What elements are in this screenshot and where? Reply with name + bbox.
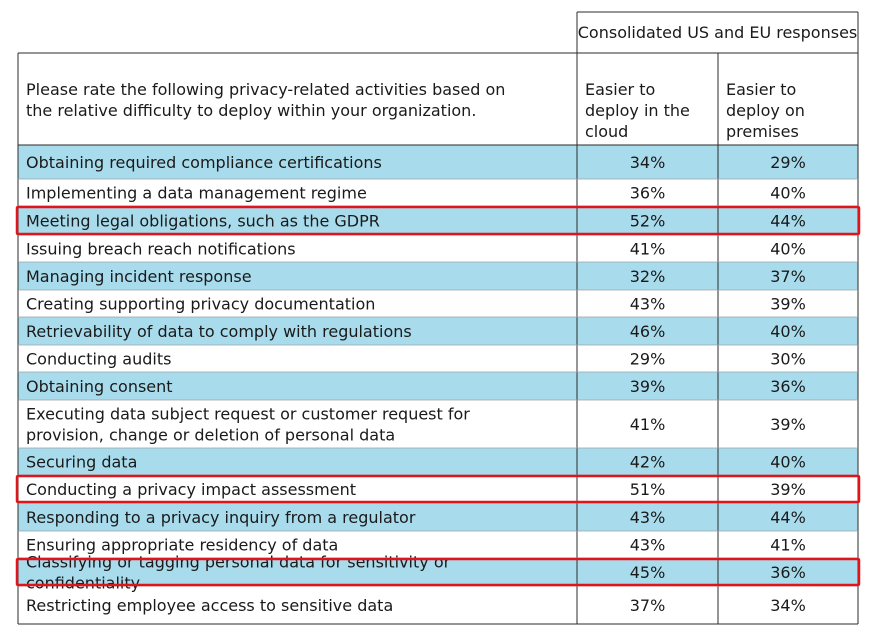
table-row-label: Obtaining required compliance certificat… <box>26 153 382 172</box>
table-row-label: Executing data subject request or custom… <box>26 405 470 445</box>
column-header-premises: Easier to deploy on premises <box>726 80 805 141</box>
value-cloud: 32% <box>630 267 666 286</box>
value-premises: 39% <box>770 480 806 499</box>
table-row-label: Managing incident response <box>26 267 252 286</box>
question-header: Please rate the following privacy-relate… <box>26 80 505 120</box>
value-cloud: 36% <box>630 184 666 203</box>
table-row-label: Securing data <box>26 453 137 472</box>
value-premises: 30% <box>770 350 806 369</box>
value-cloud: 43% <box>630 508 666 527</box>
value-premises: 41% <box>770 536 806 555</box>
highlight-box <box>15 205 861 236</box>
value-premises: 34% <box>770 596 806 615</box>
value-premises: 39% <box>770 295 806 314</box>
value-cloud: 43% <box>630 536 666 555</box>
value-cloud: 41% <box>630 240 666 259</box>
value-cloud: 52% <box>630 212 666 231</box>
table-row-label: Issuing breach reach notifications <box>26 240 296 259</box>
table-row-label: Conducting a privacy impact assessment <box>26 480 356 499</box>
value-cloud: 39% <box>630 377 666 396</box>
table-row-label: Retrievability of data to comply with re… <box>26 322 412 341</box>
value-cloud: 34% <box>630 153 666 172</box>
value-premises: 40% <box>770 322 806 341</box>
table-row-label: Obtaining consent <box>26 377 173 396</box>
table-row-label: Ensuring appropriate residency of data <box>26 536 338 555</box>
highlight-box <box>15 474 861 504</box>
table-row-label: Creating supporting privacy documentatio… <box>26 295 375 314</box>
value-cloud: 41% <box>630 415 666 434</box>
table-row-label: Restricting employee access to sensitive… <box>26 596 393 615</box>
value-premises: 44% <box>770 508 806 527</box>
value-cloud: 46% <box>630 322 666 341</box>
value-premises: 36% <box>770 563 806 582</box>
table-row-label: Responding to a privacy inquiry from a r… <box>26 508 416 527</box>
value-premises: 39% <box>770 415 806 434</box>
column-header-cloud: Easier to deploy in the cloud <box>585 80 690 141</box>
value-premises: 36% <box>770 377 806 396</box>
table-row-label: Meeting legal obligations, such as the G… <box>26 212 380 231</box>
value-premises: 40% <box>770 184 806 203</box>
value-cloud: 51% <box>630 480 666 499</box>
value-cloud: 29% <box>630 350 666 369</box>
value-cloud: 42% <box>630 453 666 472</box>
value-premises: 40% <box>770 240 806 259</box>
table-row-label: Classifying or tagging personal data for… <box>26 553 451 593</box>
highlight-box <box>15 557 861 587</box>
value-premises: 37% <box>770 267 806 286</box>
value-cloud: 43% <box>630 295 666 314</box>
value-premises: 29% <box>770 153 806 172</box>
row-shading <box>18 448 858 475</box>
group-header: Consolidated US and EU responses <box>578 23 858 42</box>
table-row-label: Implementing a data management regime <box>26 184 367 203</box>
value-premises: 44% <box>770 212 806 231</box>
value-cloud: 45% <box>630 563 666 582</box>
value-cloud: 37% <box>630 596 666 615</box>
value-premises: 40% <box>770 453 806 472</box>
table-row-label: Conducting audits <box>26 350 171 369</box>
